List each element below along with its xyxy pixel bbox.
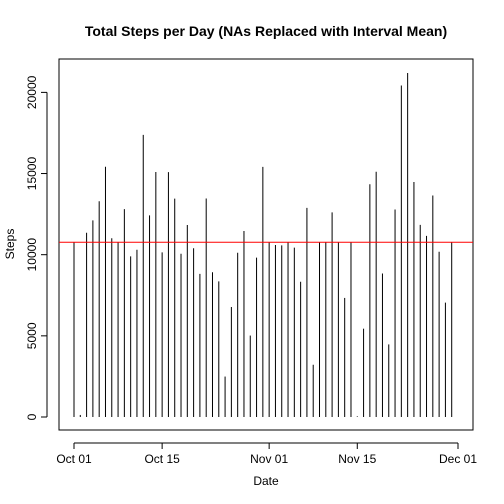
y-axis-label: Steps xyxy=(3,229,17,260)
y-tick-label: 0 xyxy=(25,413,39,420)
chart-title: Total Steps per Day (NAs Replaced with I… xyxy=(85,23,447,39)
x-tick-label: Oct 01 xyxy=(56,452,92,466)
plot-frame xyxy=(58,58,474,431)
y-axis: 0 5000 10000 15000 20000 xyxy=(25,75,48,420)
x-tick-label: Nov 01 xyxy=(250,452,288,466)
bars xyxy=(73,73,453,417)
x-axis-label: Date xyxy=(253,474,279,488)
y-tick-label: 20000 xyxy=(25,75,39,109)
y-tick-label: 15000 xyxy=(25,157,39,191)
x-axis: Oct 01 Oct 15 Nov 01 Nov 15 Dec 01 xyxy=(56,442,477,466)
x-tick-label: Dec 01 xyxy=(439,452,477,466)
y-tick-label: 10000 xyxy=(25,238,39,272)
y-tick-label: 5000 xyxy=(25,322,39,349)
x-tick-label: Oct 15 xyxy=(144,452,180,466)
x-tick-label: Nov 15 xyxy=(338,452,376,466)
